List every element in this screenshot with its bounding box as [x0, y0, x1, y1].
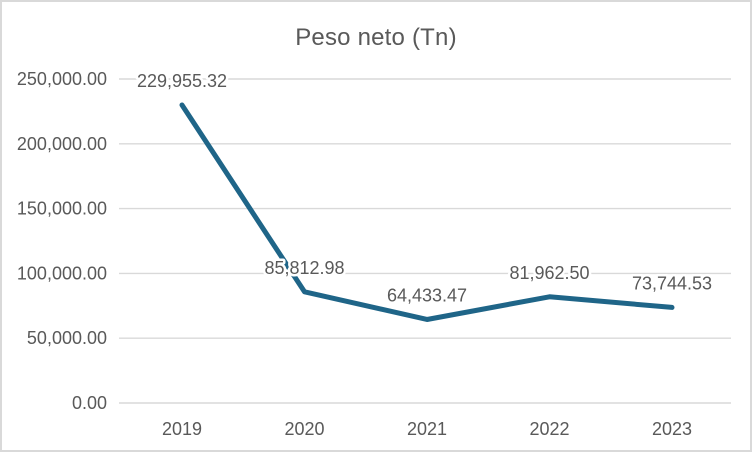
data-label: 64,433.47: [387, 285, 467, 305]
data-label: 81,962.50: [509, 263, 589, 283]
y-axis-tick-label: 0.00: [72, 393, 107, 413]
x-axis-tick-label: 2021: [407, 419, 447, 439]
data-label: 229,955.32: [137, 71, 227, 91]
data-label: 73,744.53: [632, 273, 712, 293]
y-axis-tick-label: 200,000.00: [17, 134, 107, 154]
y-axis-tick-label: 100,000.00: [17, 263, 107, 283]
x-axis-tick-label: 2020: [284, 419, 324, 439]
y-axis-tick-label: 50,000.00: [27, 328, 107, 348]
x-axis-tick-label: 2019: [162, 419, 202, 439]
y-axis-tick-label: 250,000.00: [17, 69, 107, 89]
y-axis-tick-label: 150,000.00: [17, 199, 107, 219]
series-line: [179, 102, 675, 322]
x-axis-tick-label: 2023: [652, 419, 692, 439]
x-axis-tick-label: 2022: [529, 419, 569, 439]
data-label: 85,812.98: [264, 258, 344, 278]
